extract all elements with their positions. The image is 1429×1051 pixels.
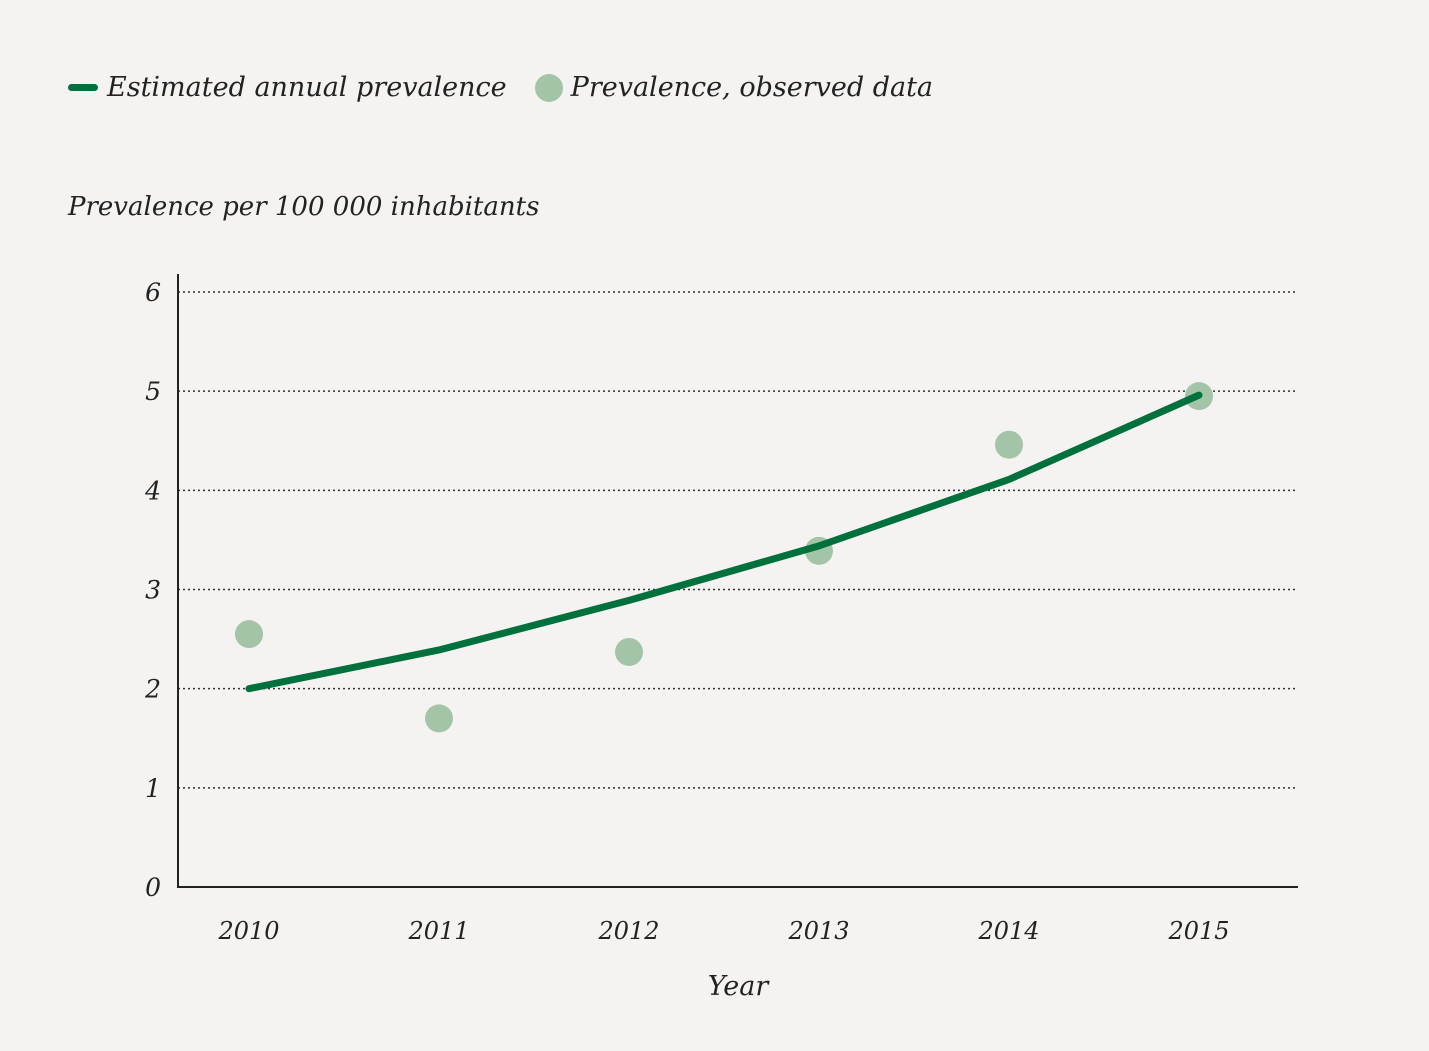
x-tick-label: 2010 [217, 917, 279, 945]
legend: Estimated annual prevalence Prevalence, … [68, 72, 933, 103]
observed-data-point [995, 430, 1023, 459]
y-tick-label: 3 [145, 576, 161, 605]
legend-line-swatch [68, 84, 98, 91]
y-tick-label: 4 [144, 476, 161, 505]
legend-dot-swatch [534, 73, 563, 102]
y-tick-label: 2 [144, 675, 161, 704]
observed-data-point [235, 620, 263, 649]
observed-data-point [615, 637, 643, 666]
observed-data-point [425, 704, 453, 733]
legend-label-estimated: Estimated annual prevalence [107, 72, 507, 103]
y-tick-label: 5 [145, 377, 161, 406]
estimated-prevalence-line [245, 391, 1203, 693]
legend-label-observed: Prevalence, observed data [570, 72, 934, 103]
y-tick-label: 1 [145, 774, 161, 803]
x-tick-label: 2012 [597, 917, 659, 945]
x-tick-label: 2013 [787, 917, 849, 945]
x-axis-label: Year [708, 971, 771, 1002]
x-tick-label: 2015 [1167, 917, 1229, 945]
x-tick-label: 2014 [977, 917, 1039, 945]
x-tick-label: 2011 [407, 917, 469, 945]
y-axis-label: Prevalence per 100 000 inhabitants [68, 192, 540, 222]
y-tick-label: 6 [145, 278, 161, 307]
y-tick-label: 0 [145, 873, 161, 902]
